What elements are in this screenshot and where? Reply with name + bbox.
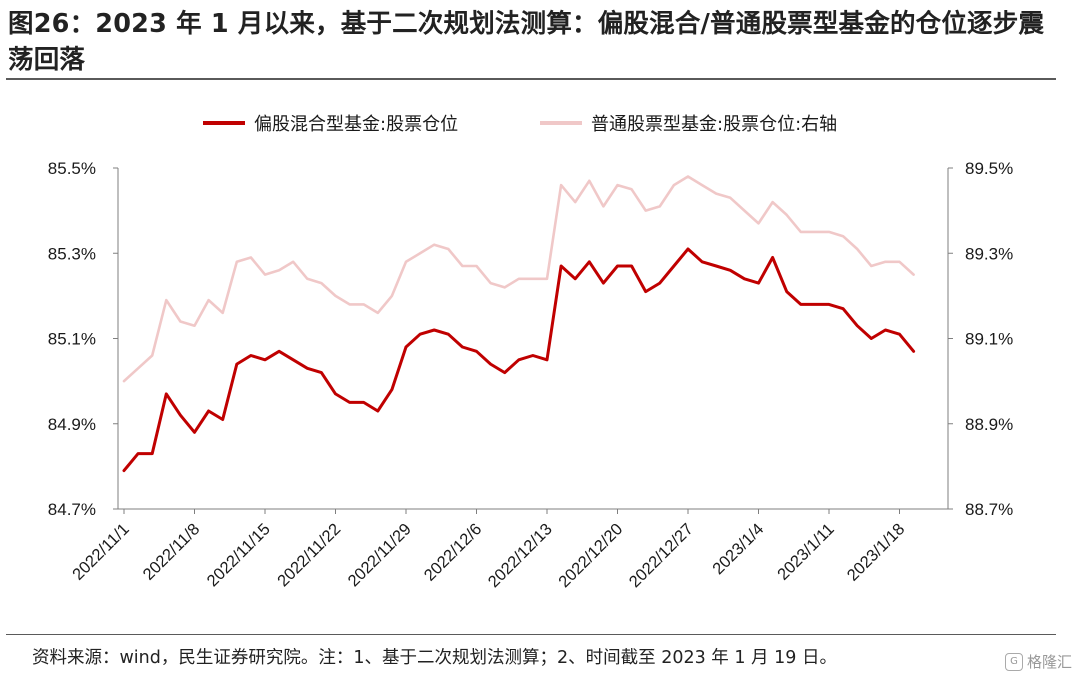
x-tick-label: 2022/11/15 — [204, 520, 274, 590]
x-tick-label: 2022/12/13 — [485, 520, 556, 591]
left-y-tick-label: 85.1% — [48, 330, 96, 349]
source-note: 资料来源：wind，民生证券研究院。注：1、基于二次规划法测算；2、时间截至 2… — [32, 648, 837, 668]
right-y-tick-label: 88.7% — [965, 500, 1013, 519]
x-tick-label: 2022/12/27 — [626, 520, 697, 591]
x-tick-label: 2022/12/6 — [421, 520, 486, 585]
left-y-tick-label: 84.9% — [48, 415, 96, 434]
line-chart: 84.7% 84.9% 85.1% 85.3% 85.5% 88.7% 88.9% 89.1%… — [48, 114, 1013, 591]
x-tick-label: 2022/11/8 — [140, 520, 204, 584]
chart-title: 图26：2023 年 1 月以来，基于二次规划法测算：偏股混合/普通股票型基金的… — [8, 9, 1045, 75]
left-y-tick-label: 85.5% — [48, 159, 96, 178]
x-tick-label: 2023/1/4 — [709, 520, 767, 578]
left-y-tick-label: 85.3% — [48, 244, 96, 263]
footer-rule — [6, 634, 1056, 635]
right-y-tick-label: 89.3% — [965, 244, 1013, 263]
right-y-tick-label: 89.1% — [965, 330, 1013, 349]
right-y-tick-label: 88.9% — [965, 415, 1013, 434]
left-y-tick-label: 84.7% — [48, 500, 96, 519]
x-tick-label: 2023/1/18 — [844, 520, 909, 585]
title-rule — [6, 78, 1056, 80]
x-tick-label: 2022/11/22 — [274, 520, 344, 590]
watermark-logo-icon: G — [1004, 652, 1023, 671]
legend-item-hybrid-fund-label: 偏股混合型基金:股票仓位 — [254, 114, 458, 135]
x-tick-label: 2022/11/1 — [69, 520, 133, 584]
x-tick-label: 2022/11/29 — [345, 520, 415, 590]
legend-item-stock-fund-label: 普通股票型基金:股票仓位:右轴 — [591, 114, 837, 135]
x-tick-label: 2023/1/11 — [774, 520, 838, 584]
series-line-stock-fund — [122, 175, 915, 383]
series-line-hybrid-fund — [122, 247, 916, 473]
right-y-tick-label: 89.5% — [965, 159, 1013, 178]
watermark: G 格隆汇 — [1004, 651, 1072, 672]
x-tick-label: 2022/12/20 — [555, 520, 626, 591]
watermark-text: 格隆汇 — [1026, 653, 1072, 671]
